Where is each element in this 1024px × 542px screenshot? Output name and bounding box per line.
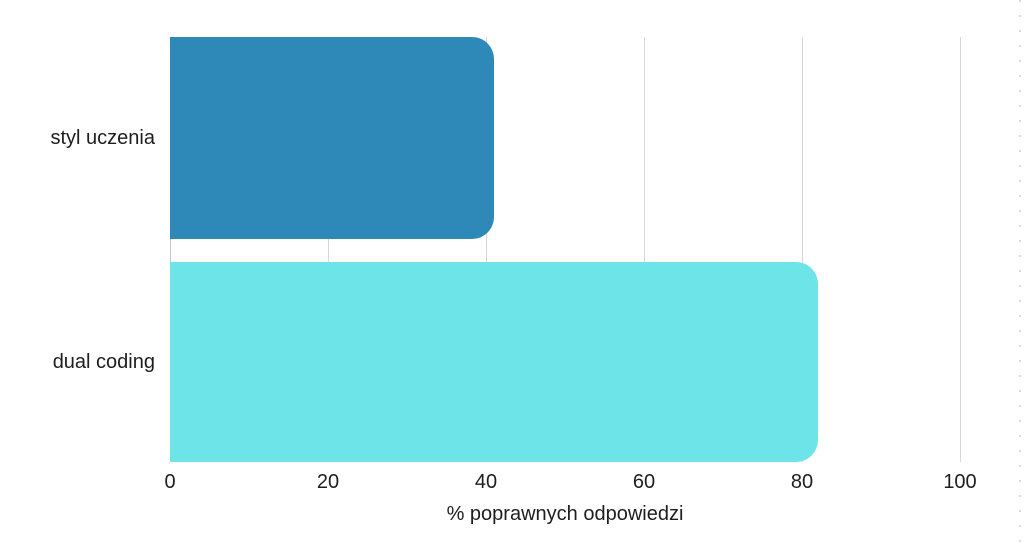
x-tick-label-0: 0 [164,471,176,493]
x-axis-title: % poprawnych odpowiedzi [446,503,684,525]
gridline-60 [644,37,645,462]
gridline-40 [486,37,487,462]
x-tick-label-100: 100 [943,471,977,493]
gridline-80 [802,37,803,462]
x-tick-label-60: 60 [632,471,656,493]
x-tick-label-20: 20 [316,471,340,493]
category-label-styl-uczenia: styl uczenia [50,127,156,149]
plot-area [170,37,961,462]
gridline-20 [328,37,329,462]
x-tick-label-80: 80 [790,471,814,493]
gridline-0 [170,37,171,462]
page-edge-dotted-line [1019,0,1021,542]
category-label-dual-coding: dual coding [52,351,155,373]
bar-styl-uczenia [170,37,494,239]
x-tick-label-40: 40 [474,471,498,493]
bar-dual-coding [170,262,818,462]
gridline-100 [960,37,961,462]
